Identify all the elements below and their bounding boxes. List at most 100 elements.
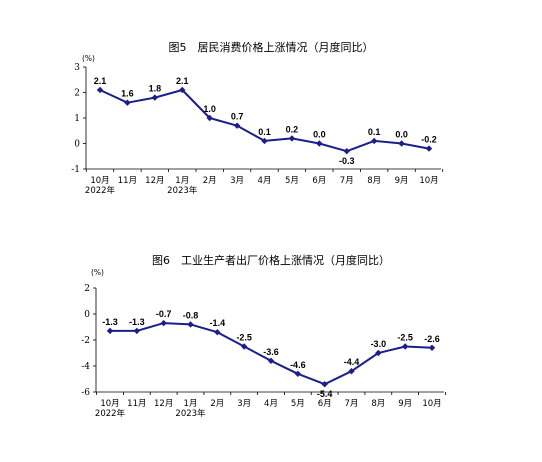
cpi-x-tick-label: 9月 (395, 176, 409, 186)
ppi-x-tick-label: 5月 (291, 399, 305, 409)
cpi-y-tick-label: 2 (74, 89, 80, 99)
ppi-data-label: -2.6 (424, 334, 440, 344)
ppi-unit-label: (%) (91, 268, 104, 277)
ppi-x-tick-label: 1月 (184, 399, 198, 409)
ppi-data-point (133, 327, 141, 335)
ppi-x-tick-label: 2月 (210, 399, 224, 409)
cpi-x-tick-label: 10月 (90, 176, 109, 186)
cpi-data-label: 0.2 (286, 124, 299, 134)
cpi-x-tick-label: 6月 (312, 176, 326, 186)
ppi-data-label: -4.6 (290, 360, 306, 370)
ppi-chart-title: 图6 工业生产者出厂价格上涨情况（月度同比） (152, 253, 390, 267)
ppi-data-point (428, 344, 436, 351)
ppi-marks: -1.3 -1.3 -0.7 -0.8 -1.4 -2.5 -3.6 -4.6 -5.4 -4.4… (102, 309, 440, 399)
cpi-x-tick-label: 1月 (175, 176, 189, 186)
ppi-data-label: -3.0 (371, 339, 387, 349)
ppi-data-point (348, 368, 355, 375)
cpi-marks: 2.1 1.6 1.8 2.1 1.0 0.7 0.1 0.2 0.0 -0.3 0.1 0.0 -0.… (94, 76, 437, 166)
cpi-y-tick-label: 1 (74, 114, 80, 124)
cpi-data-point (316, 140, 323, 147)
ppi-y-tick-label: -2 (81, 336, 90, 346)
cpi-x-tick-label: 7月 (340, 176, 354, 186)
cpi-data-point (96, 86, 104, 94)
cpi-data-point (425, 145, 433, 152)
cpi-data-label: 1.6 (121, 89, 134, 99)
cpi-x-tick-label: 4月 (258, 176, 272, 186)
ppi-x-tick-label: 12月 (154, 399, 173, 409)
ppi-data-label: -0.7 (156, 309, 172, 319)
ppi-x-tick-label: 10月 (100, 399, 119, 409)
ppi-x-tick-label: 3月 (237, 399, 251, 409)
ppi-data-point (187, 321, 194, 328)
ppi-data-label: -1.4 (210, 318, 226, 328)
cpi-data-label: 2.1 (176, 76, 189, 86)
cpi-year-label: 2022年 (85, 185, 116, 196)
ppi-x-tick-label: 8月 (371, 399, 385, 409)
ppi-x-tick-label: 9月 (398, 399, 412, 409)
cpi-chart: 图5 居民消费价格上涨情况（月度同比） (%) 3 2 1 0 -1 10月 11月 12月 1… (71, 40, 444, 196)
cpi-data-point (370, 137, 378, 145)
ppi-y-tick-label: -6 (81, 388, 90, 398)
cpi-unit-label: (%) (82, 54, 95, 63)
ppi-data-point (321, 381, 328, 388)
ppi-data-label: -2.5 (397, 333, 413, 343)
cpi-data-point (151, 94, 159, 101)
cpi-x-tick-label: 10月 (419, 176, 438, 186)
ppi-y-tick-label: 2 (84, 284, 90, 294)
ppi-y-tick-label: 0 (84, 310, 90, 320)
cpi-year-label: 2023年 (167, 185, 198, 196)
cpi-data-point (233, 122, 241, 129)
cpi-data-point (179, 86, 186, 94)
ppi-y-tick-label: -4 (81, 362, 90, 372)
cpi-data-label: 0.1 (368, 127, 381, 137)
cpi-x-tick-label: 5月 (285, 176, 299, 186)
cpi-data-point (288, 135, 296, 142)
cpi-data-point (261, 137, 268, 145)
ppi-data-point (401, 343, 409, 350)
cpi-y-tick-label: 0 (74, 140, 80, 150)
ppi-x-tick-label: 11月 (127, 399, 146, 409)
ppi-data-label: -1.3 (129, 317, 145, 327)
ppi-data-point (267, 357, 275, 364)
ppi-data-label: -5.4 (317, 389, 333, 399)
ppi-x-tick-label: 4月 (264, 399, 278, 409)
cpi-x-tick-label: 3月 (230, 176, 244, 186)
ppi-data-point (294, 370, 302, 377)
ppi-data-label: -3.6 (263, 347, 279, 357)
cpi-data-label: 1.0 (203, 104, 216, 114)
ppi-x-tick-label: 6月 (318, 399, 332, 409)
ppi-data-label: -2.5 (236, 333, 252, 343)
cpi-x-tick-label: 8月 (367, 176, 381, 186)
cpi-data-label: 0.0 (395, 130, 408, 140)
ppi-data-label: -1.3 (102, 317, 118, 327)
ppi-x-tick-label: 7月 (345, 399, 359, 409)
cpi-data-label: -0.3 (339, 156, 355, 166)
ppi-data-point (214, 329, 221, 336)
cpi-data-label: -0.2 (421, 135, 437, 145)
cpi-data-point (124, 99, 131, 106)
cpi-y-tick-label: -1 (71, 165, 80, 175)
ppi-data-label: -4.4 (344, 357, 360, 367)
cpi-data-point (206, 114, 213, 122)
ppi-data-point (240, 343, 248, 350)
ppi-data-point (375, 349, 382, 357)
cpi-data-point (398, 140, 405, 147)
ppi-data-point (160, 319, 167, 327)
ppi-x-tick-label: 10月 (422, 399, 441, 409)
ppi-chart: 图6 工业生产者出厂价格上涨情况（月度同比） (%) 2 0 -2 -4 -6 10月 11… (81, 253, 446, 419)
cpi-data-label: 1.8 (149, 84, 162, 94)
ppi-data-point (106, 327, 114, 335)
cpi-x-tick-label: 2月 (203, 176, 217, 186)
cpi-y-tick-label: 3 (74, 63, 80, 73)
cpi-x-tick-label: 12月 (145, 176, 164, 186)
cpi-data-label: 2.1 (94, 76, 107, 86)
cpi-x-tick-label: 11月 (118, 176, 137, 186)
cpi-data-label: 0.7 (231, 112, 244, 122)
ppi-data-label: -0.8 (183, 310, 199, 320)
ppi-year-label: 2022年 (95, 408, 126, 419)
cpi-data-point (343, 147, 350, 155)
ppi-year-label: 2023年 (175, 408, 206, 419)
